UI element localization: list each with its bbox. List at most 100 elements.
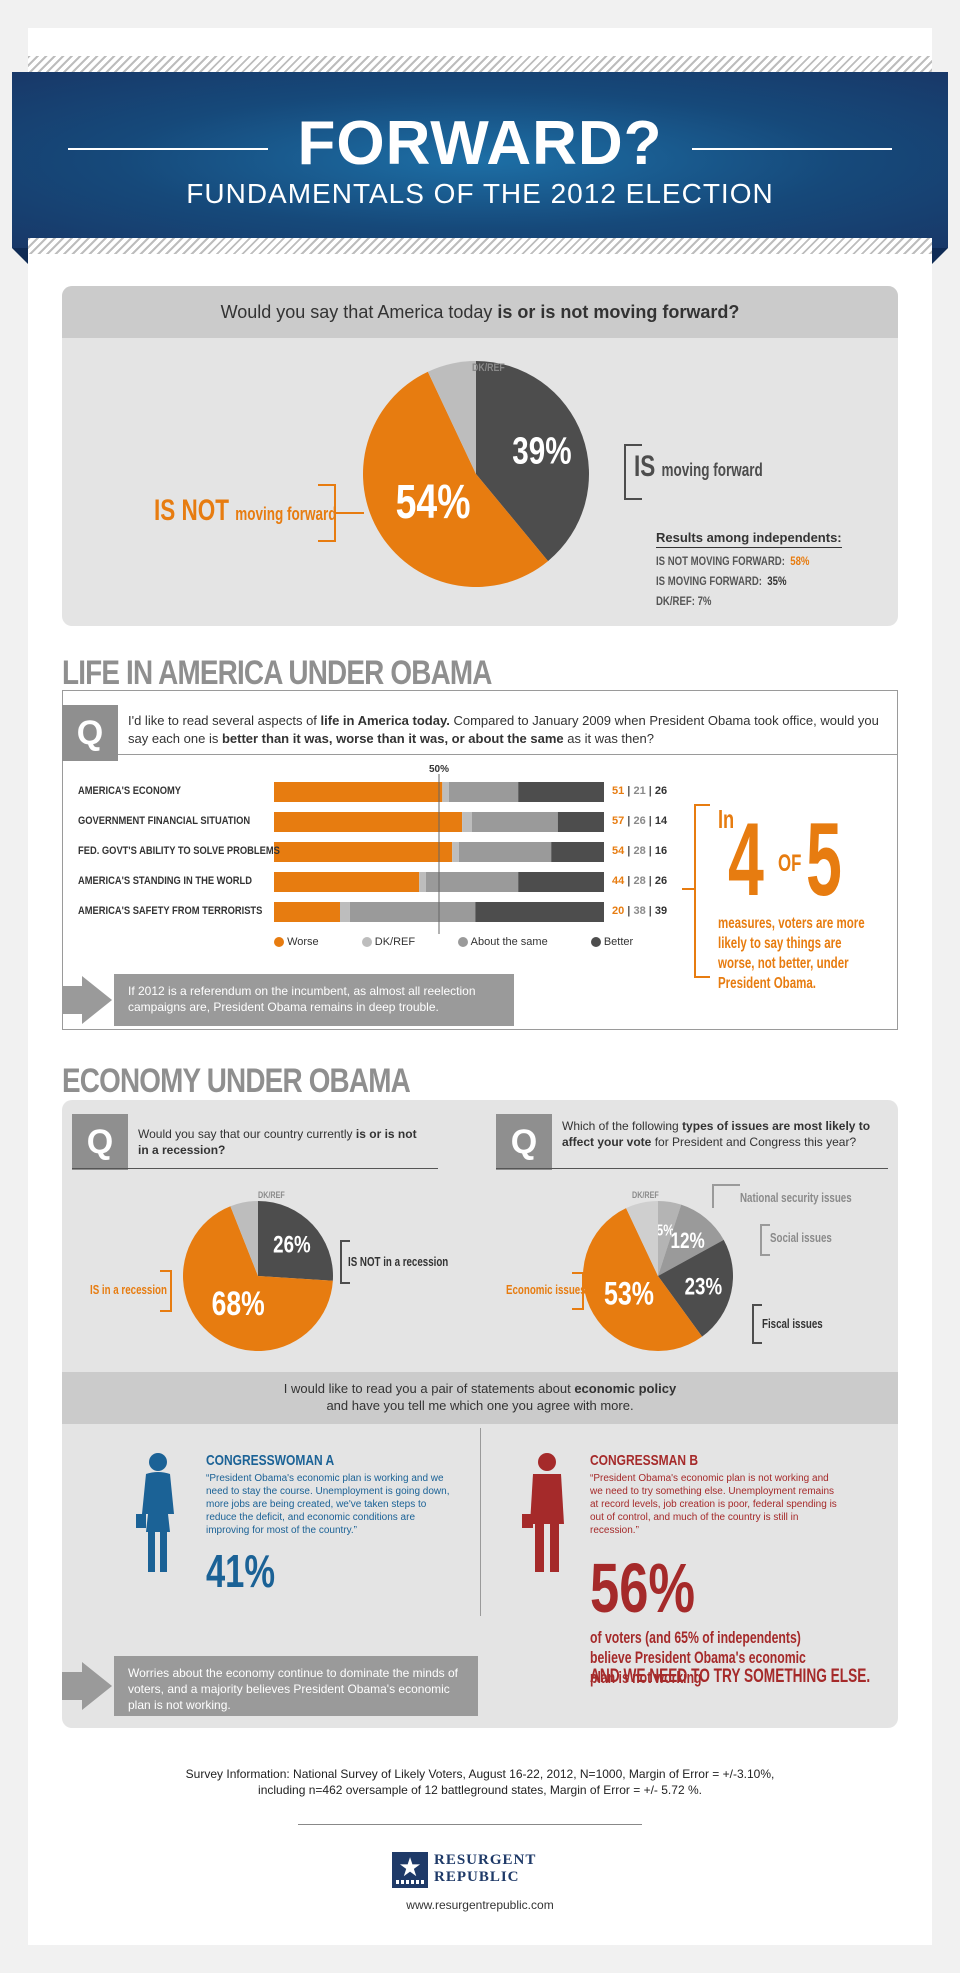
pair-question-bar bbox=[62, 1372, 898, 1424]
congresswoman-icon bbox=[136, 1453, 174, 1572]
q1-question-text: Would you say that America today bbox=[220, 302, 498, 322]
congressman-percent: 56% bbox=[590, 1549, 696, 1627]
legend-same: About the same bbox=[470, 936, 548, 948]
bar-value-labels: 20 | 38 | 39 bbox=[612, 905, 668, 917]
bar-value-labels: 54 | 28 | 16 bbox=[612, 845, 668, 857]
bar-value-labels: 57 | 26 | 14 bbox=[612, 815, 668, 827]
logo-columns-icon bbox=[396, 1880, 424, 1884]
bar-value-worse: 51 bbox=[612, 785, 625, 797]
q1-pie-value-0: 54% bbox=[396, 476, 471, 530]
callout-four: 4 bbox=[728, 802, 764, 918]
bar-value-same: 28 bbox=[633, 845, 646, 857]
callout-of: OF bbox=[778, 850, 802, 877]
congressman-quote: “President Obama's economic plan is not … bbox=[590, 1473, 837, 1536]
bar-category-label: AMERICA'S STANDING IN THE WORLD bbox=[78, 875, 252, 887]
bar-value-same: 38 bbox=[633, 905, 646, 917]
congresswoman-quote: “President Obama's economic plan is work… bbox=[206, 1473, 450, 1536]
legend-worse: Worse bbox=[287, 936, 319, 948]
header-hatch-bottom bbox=[28, 238, 932, 254]
footer-rule bbox=[298, 1824, 642, 1825]
ind-is-row: IS MOVING FORWARD: 35% bbox=[656, 574, 787, 588]
bar-value-better: 39 bbox=[654, 905, 668, 917]
bar-value-better: 14 bbox=[654, 815, 668, 827]
bar-value-same: 28 bbox=[633, 875, 646, 887]
q2-not-label: IS NOT in a recession bbox=[348, 1254, 449, 1269]
q1-question: Would you say that America today is or i… bbox=[62, 302, 898, 323]
bar-value-better: 26 bbox=[654, 785, 668, 797]
q1-pie-slice-1 bbox=[476, 361, 589, 562]
ind-dk-row: DK/REF: 7% bbox=[656, 594, 712, 608]
q2-underline bbox=[72, 1168, 438, 1169]
q3-fis-label: Fiscal issues bbox=[762, 1316, 823, 1331]
q3-bracket-soc bbox=[760, 1224, 770, 1256]
q3-connector-nat bbox=[712, 1184, 740, 1208]
header-banner bbox=[12, 72, 948, 248]
q3-soc-label: Social issues bbox=[770, 1230, 832, 1245]
life-question: I'd like to read several aspects of life… bbox=[128, 713, 879, 746]
page-subtitle: FUNDAMENTALS OF THE 2012 ELECTION bbox=[186, 178, 774, 209]
callout-text: measures, voters are more likely to say … bbox=[718, 915, 865, 992]
life-legend: Worse DK/REF About the same Better bbox=[274, 936, 633, 948]
congressman-text-caps: AND WE NEED TO TRY SOMETHING ELSE. bbox=[590, 1666, 871, 1687]
life-arrow-icon bbox=[82, 976, 112, 1024]
bar-value-worse: 44 bbox=[612, 875, 625, 887]
callout-five: 5 bbox=[806, 802, 842, 918]
q1-question-bar bbox=[62, 286, 898, 338]
life-arrow-stem bbox=[62, 986, 84, 1014]
q1-pie-value-1: 39% bbox=[512, 430, 571, 472]
q1-is-label: IS moving forward bbox=[634, 450, 763, 483]
q3-bracket-fis bbox=[752, 1304, 762, 1344]
callout-connector bbox=[682, 888, 694, 890]
q1-is-not-label: IS NOT moving forward bbox=[154, 494, 337, 527]
q2-bracket-right bbox=[340, 1240, 350, 1284]
life-takeaway: If 2012 is a referendum on the incumbent… bbox=[114, 974, 514, 1026]
fifty-percent-label: 50% bbox=[429, 764, 450, 775]
title-rule-left bbox=[68, 148, 268, 150]
q3-badge: Q bbox=[496, 1114, 552, 1170]
q3-nat-label: National security issues bbox=[740, 1190, 852, 1205]
q3-dk-label: DK/REF bbox=[632, 1190, 659, 1200]
survey-info: Survey Information: National Survey of L… bbox=[185, 1767, 775, 1797]
bar-category-label: AMERICA'S ECONOMY bbox=[78, 785, 182, 797]
q3-bracket-econ bbox=[572, 1272, 584, 1310]
callout-in: In bbox=[718, 804, 735, 834]
congresswoman-title: CONGRESSWOMAN A bbox=[206, 1452, 335, 1469]
q1-question-bold: is or is not moving forward? bbox=[497, 302, 740, 322]
legend-better-dot bbox=[590, 937, 601, 948]
bar-value-same: 26 bbox=[633, 815, 646, 827]
q1-connector-left bbox=[334, 512, 364, 514]
title-rule-right bbox=[692, 148, 892, 150]
bar-value-labels: 51 | 21 | 26 bbox=[612, 785, 668, 797]
footer-url[interactable]: www.resurgentrepublic.com bbox=[406, 1898, 554, 1912]
bar-value-worse: 20 bbox=[612, 905, 625, 917]
q3-econ-label: Economic issues bbox=[506, 1282, 586, 1297]
economy-heading: ECONOMY UNDER OBAMA bbox=[62, 1062, 411, 1100]
q1-bracket-right bbox=[624, 444, 642, 500]
q2-in-label: IS in a recession bbox=[90, 1282, 167, 1297]
legend-worse-dot bbox=[274, 937, 284, 948]
q1-pie-slice-0 bbox=[362, 371, 549, 588]
pair-question: I would like to read you a pair of state… bbox=[283, 1381, 677, 1413]
congressman-title: CONGRESSMAN B bbox=[590, 1452, 699, 1469]
q2-dk-label: DK/REF bbox=[258, 1190, 285, 1200]
logo-star-icon: ★ bbox=[398, 1852, 422, 1882]
life-heading: LIFE IN AMERICA UNDER OBAMA bbox=[62, 654, 492, 692]
bar-value-same: 21 bbox=[633, 785, 646, 797]
pair-divider bbox=[480, 1428, 481, 1616]
bar-category-label: GOVERNMENT FINANCIAL SITUATION bbox=[78, 815, 251, 827]
ind-not-row: IS NOT MOVING FORWARD: 58% bbox=[656, 554, 810, 568]
logo-mark: ★ bbox=[392, 1852, 428, 1888]
legend-better: Better bbox=[603, 936, 634, 948]
economy-takeaway: Worries about the economy continue to do… bbox=[114, 1656, 478, 1716]
congressman-icon bbox=[522, 1453, 564, 1572]
q3-question: Which of the following types of issues a… bbox=[562, 1119, 871, 1149]
bar-category-label: FED. GOVT'S ABILITY TO SOLVE PROBLEMS bbox=[78, 845, 280, 857]
life-divider bbox=[62, 754, 898, 755]
bar-value-worse: 57 bbox=[612, 815, 625, 827]
logo-line-2: REPUBLIC bbox=[434, 1869, 520, 1885]
bar-value-better: 26 bbox=[654, 875, 668, 887]
q2-badge: Q bbox=[72, 1114, 128, 1170]
q3-underline bbox=[496, 1168, 888, 1169]
economy-arrow-icon bbox=[82, 1662, 112, 1710]
